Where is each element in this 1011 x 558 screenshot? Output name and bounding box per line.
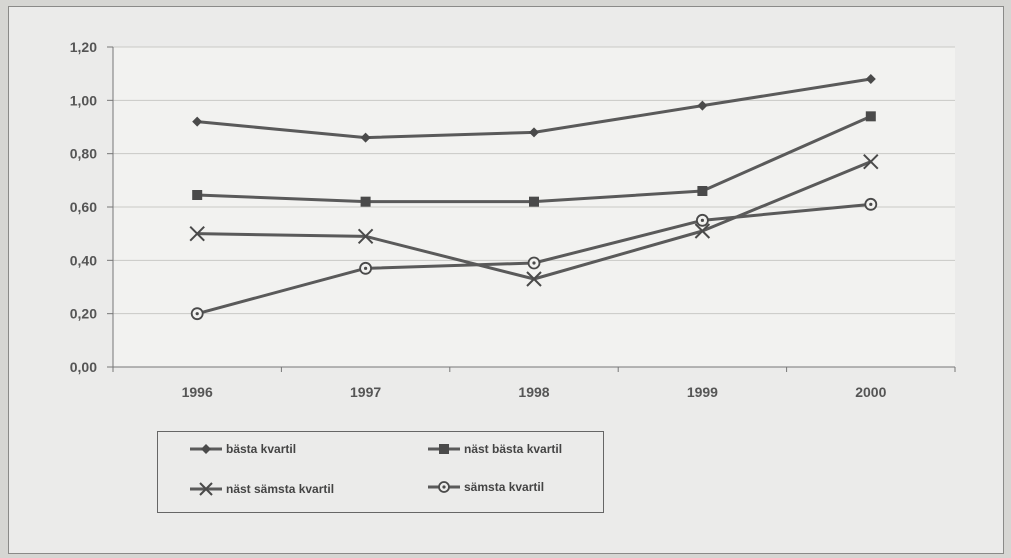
y-tick-label: 0,60 bbox=[70, 199, 97, 215]
y-tick-label: 1,20 bbox=[70, 39, 97, 55]
cross-stroke bbox=[694, 223, 711, 239]
data-point-cross bbox=[526, 271, 542, 287]
data-point-circle bbox=[190, 307, 204, 321]
legend-item-nast-basta: näst bästa kvartil bbox=[426, 442, 562, 456]
data-point-diamond bbox=[865, 74, 876, 84]
data-point-cross bbox=[189, 225, 205, 242]
cross-stroke bbox=[863, 153, 879, 170]
circle-dot bbox=[364, 266, 368, 270]
x-tick-label: 1998 bbox=[518, 384, 549, 400]
line-chart: 0,00 0,20 0,40 0,60 0,80 1,00 1,20 1996 1997 1998… bbox=[70, 39, 956, 400]
y-tick-label: 0,20 bbox=[70, 306, 97, 322]
legend: bästa kvartil näst bästa kvartil näst sä… bbox=[157, 431, 604, 513]
legend-item-basta: bästa kvartil bbox=[188, 442, 296, 456]
chart-frame: 0,00 0,20 0,40 0,60 0,80 1,00 1,20 1996 1997 1998… bbox=[8, 6, 1004, 554]
legend-label: sämsta kvartil bbox=[464, 480, 545, 494]
circle-dot bbox=[532, 261, 536, 265]
data-point-cross bbox=[863, 153, 879, 170]
y-tick-label: 0,00 bbox=[70, 359, 97, 375]
cross-stroke bbox=[526, 271, 542, 287]
data-point-diamond bbox=[529, 127, 539, 138]
cross-stroke bbox=[189, 225, 205, 242]
data-point-circle bbox=[864, 197, 878, 211]
legend-label: näst sämsta kvartil bbox=[226, 482, 335, 496]
series-0 bbox=[192, 74, 876, 143]
data-point-cross bbox=[694, 223, 711, 239]
cross-stroke bbox=[357, 228, 374, 245]
data-point-square bbox=[697, 186, 708, 196]
data-point-circle bbox=[359, 261, 373, 275]
series-2 bbox=[189, 153, 879, 287]
x-tick-label: 1997 bbox=[350, 384, 381, 400]
data-point-square bbox=[529, 196, 539, 207]
x-tick-label: 1999 bbox=[687, 384, 718, 400]
circle-dot bbox=[700, 218, 705, 222]
data-point-square bbox=[360, 196, 371, 207]
cross-marker-icon bbox=[190, 482, 222, 496]
data-point-diamond bbox=[697, 100, 708, 111]
data-point-circle bbox=[527, 256, 541, 270]
legend-label: bästa kvartil bbox=[226, 442, 297, 456]
y-tick-label: 0,40 bbox=[70, 252, 97, 268]
series-3 bbox=[190, 197, 878, 321]
data-point-circle bbox=[696, 213, 709, 227]
y-tick-label: 1,00 bbox=[70, 92, 97, 108]
data-point-square bbox=[192, 190, 203, 200]
data-point-cross bbox=[357, 228, 374, 245]
diamond-marker-icon bbox=[190, 444, 222, 454]
data-point-square bbox=[865, 111, 876, 122]
circle-dot bbox=[869, 202, 873, 206]
x-tick-label: 1996 bbox=[182, 384, 213, 400]
legend-item-samsta: sämsta kvartil bbox=[426, 480, 544, 494]
data-point-diamond bbox=[192, 116, 203, 127]
legend-label: näst bästa kvartil bbox=[464, 442, 563, 456]
legend-item-nast-samsta: näst sämsta kvartil bbox=[188, 482, 334, 496]
data-point-diamond bbox=[360, 132, 371, 143]
y-tick-label: 0,80 bbox=[70, 146, 97, 162]
circle-marker-icon bbox=[428, 481, 460, 493]
circle-dot bbox=[195, 312, 199, 316]
x-tick-label: 2000 bbox=[855, 384, 886, 400]
series-1 bbox=[192, 111, 876, 207]
square-marker-icon bbox=[428, 444, 460, 454]
